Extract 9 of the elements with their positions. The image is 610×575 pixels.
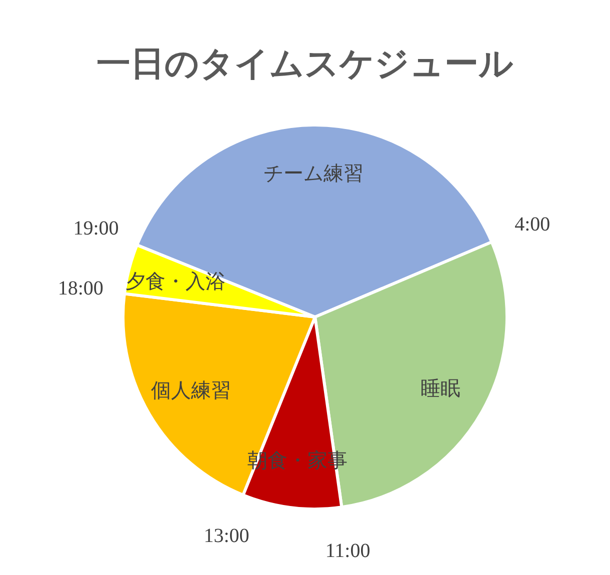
slice-label: チーム練習: [264, 161, 364, 186]
text: 13:00: [204, 524, 250, 547]
text: 4:00: [514, 214, 550, 236]
chart-title: 一日のタイムスケジュール: [96, 44, 514, 84]
slice-label: 睡眠: [420, 376, 460, 400]
text: 18:00: [58, 277, 104, 300]
text: 11:00: [325, 540, 370, 562]
text: 19:00: [73, 218, 119, 240]
slice-label: 個人練習: [150, 378, 231, 402]
